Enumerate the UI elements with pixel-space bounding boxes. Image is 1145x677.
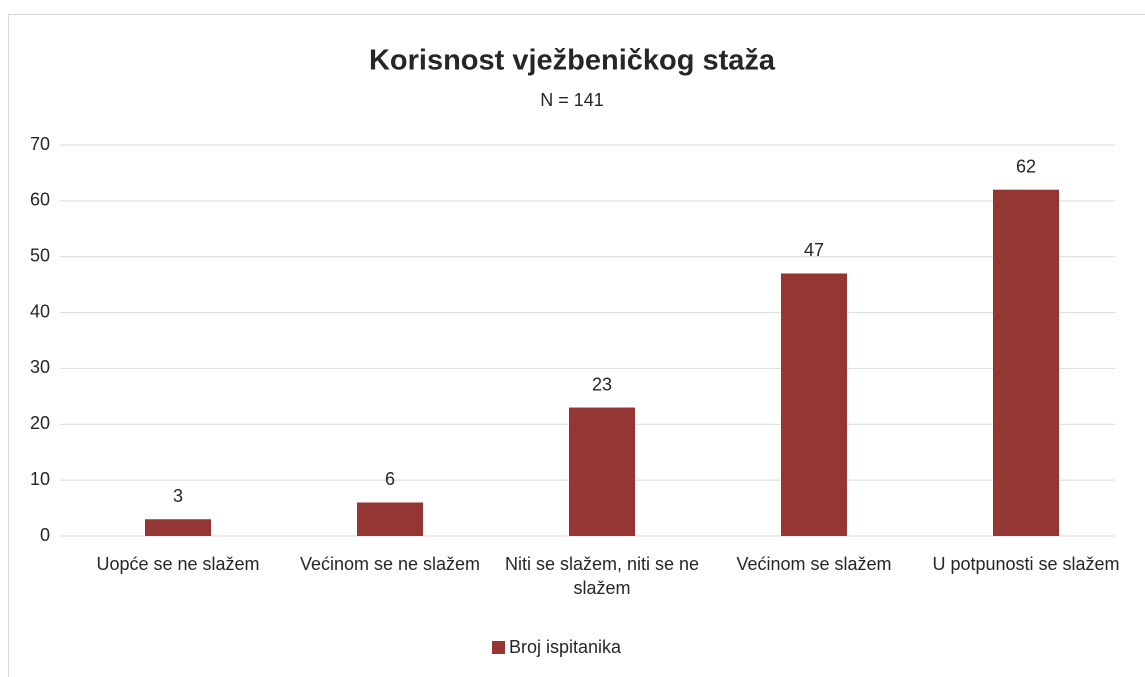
bar <box>569 407 635 536</box>
x-tick-label: Niti se slažem, niti se ne slažem <box>504 554 700 598</box>
data-label: 6 <box>385 469 395 489</box>
y-tick-label: 0 <box>40 525 50 545</box>
x-tick-label: U potpunosti se slažem <box>932 554 1120 574</box>
data-label: 3 <box>173 486 183 506</box>
data-label: 23 <box>592 374 612 394</box>
chart-subtitle: N = 141 <box>540 90 604 110</box>
chart-border <box>8 14 1145 677</box>
legend-swatch <box>492 641 505 654</box>
x-tick-label: Većinom se ne slažem <box>299 554 481 574</box>
bar <box>145 519 211 536</box>
x-tick-label: Uopće se ne slažem <box>96 554 260 574</box>
y-tick-label: 50 <box>30 245 50 265</box>
x-tick-label: Većinom se slažem <box>736 554 892 574</box>
bar <box>781 273 847 536</box>
y-tick-label: 60 <box>30 190 50 210</box>
y-tick-label: 10 <box>30 469 50 489</box>
y-tick-label: 20 <box>30 413 50 433</box>
legend-label: Broj ispitanika <box>509 637 622 657</box>
y-tick-label: 70 <box>30 134 50 154</box>
chart-title: Korisnost vježbeničkog staža <box>369 45 776 77</box>
data-label: 47 <box>804 240 824 260</box>
data-label: 62 <box>1016 156 1036 176</box>
y-tick-label: 30 <box>30 357 50 377</box>
y-tick-label: 40 <box>30 301 50 321</box>
bar <box>993 189 1059 536</box>
bar <box>357 502 423 536</box>
